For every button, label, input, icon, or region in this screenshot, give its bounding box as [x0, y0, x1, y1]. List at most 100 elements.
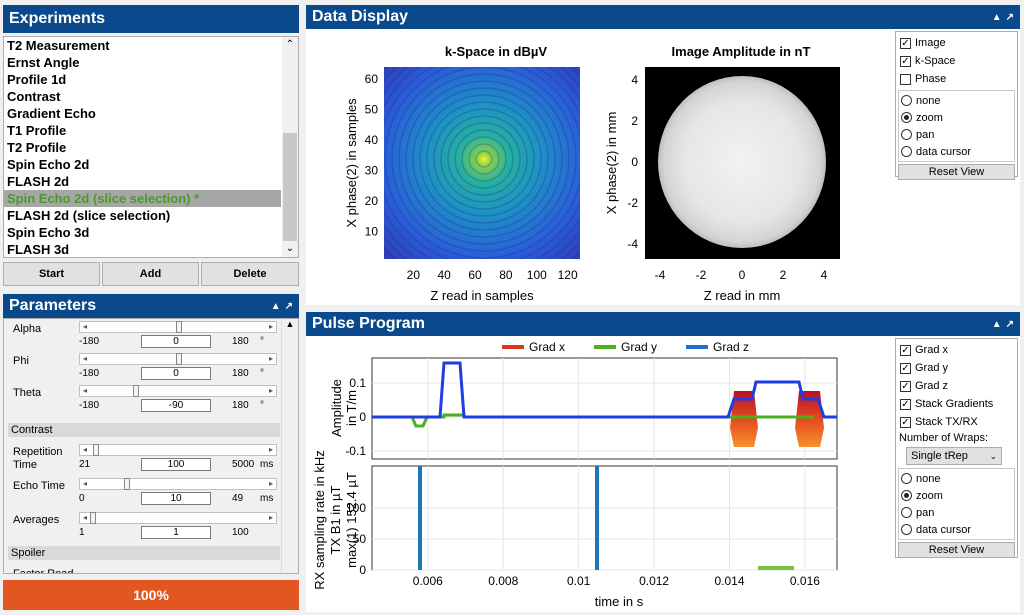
param-value-field[interactable]: 100: [141, 458, 211, 471]
kspace-xtick: 60: [468, 268, 482, 282]
option-checkbox[interactable]: Phase: [898, 70, 1015, 88]
param-value-field[interactable]: 1: [141, 526, 211, 539]
radio-off-icon[interactable]: [901, 507, 912, 518]
experiments-list[interactable]: T2 Measurement Ernst Angle Profile 1d Contr…: [3, 36, 299, 258]
slider-right-icon[interactable]: ▸: [268, 354, 273, 363]
reset-view-button[interactable]: Reset View: [898, 164, 1015, 180]
slider-left-icon[interactable]: ◂: [82, 354, 87, 363]
option-checkbox[interactable]: ✓ Grad x: [898, 341, 1015, 359]
experiment-item[interactable]: Spin Echo 3d: [7, 225, 90, 240]
slider-left-icon[interactable]: ◂: [82, 479, 87, 488]
checked-icon[interactable]: ✓: [900, 37, 911, 49]
rf-ytick: 50: [353, 532, 367, 546]
scrollbar-thumb[interactable]: [283, 133, 297, 241]
image-plot[interactable]: Image Amplitude in nT -4 -2 0 2 4 4 2 0 -2 -4 Z …: [594, 29, 890, 305]
slider-thumb[interactable]: [133, 385, 139, 397]
checked-icon[interactable]: ✓: [900, 362, 911, 374]
undock-icon[interactable]: ↗: [284, 300, 293, 312]
option-radio[interactable]: zoom: [899, 109, 1014, 126]
unchecked-icon[interactable]: [900, 73, 911, 85]
checked-icon[interactable]: ✓: [900, 380, 911, 392]
experiment-item[interactable]: FLASH 2d (slice selection): [7, 208, 171, 223]
scroll-up-icon[interactable]: ▲: [285, 319, 295, 329]
checked-icon[interactable]: ✓: [900, 416, 911, 428]
param-value-field[interactable]: 0: [141, 367, 211, 380]
param-slider[interactable]: ◂ ▸: [79, 385, 277, 397]
checked-icon[interactable]: ✓: [900, 55, 911, 67]
checked-icon[interactable]: ✓: [900, 398, 911, 410]
experiment-item[interactable]: Contrast: [7, 89, 61, 104]
checked-icon[interactable]: ✓: [900, 344, 911, 356]
radio-off-icon[interactable]: [901, 95, 912, 106]
param-slider[interactable]: ◂ ▸: [79, 353, 277, 365]
option-radio[interactable]: zoom: [899, 487, 1014, 504]
slider-right-icon[interactable]: ▸: [268, 322, 273, 331]
start-button[interactable]: Start: [3, 262, 100, 286]
slider-right-icon[interactable]: ▸: [268, 386, 273, 395]
slider-thumb[interactable]: [124, 478, 131, 490]
experiment-item[interactable]: FLASH 3d: [7, 242, 70, 257]
collapse-icon[interactable]: ▲: [991, 11, 1002, 23]
experiment-item[interactable]: Ernst Angle: [7, 55, 80, 70]
delete-button[interactable]: Delete: [201, 262, 299, 286]
option-checkbox[interactable]: ✓ Stack TX/RX: [898, 413, 1015, 431]
option-radio[interactable]: none: [899, 92, 1014, 109]
experiment-item[interactable]: Gradient Echo: [7, 106, 96, 121]
option-checkbox[interactable]: ✓ Grad y: [898, 359, 1015, 377]
radio-on-icon[interactable]: [901, 490, 912, 501]
slider-right-icon[interactable]: ▸: [268, 445, 273, 454]
option-checkbox[interactable]: ✓ Image: [898, 34, 1015, 52]
radio-off-icon[interactable]: [901, 473, 912, 484]
param-slider[interactable]: ◂ ▸: [79, 512, 277, 524]
radio-off-icon[interactable]: [901, 524, 912, 535]
experiment-item[interactable]: T1 Profile: [7, 123, 67, 138]
param-slider[interactable]: ◂ ▸: [79, 321, 277, 333]
experiments-scrollbar[interactable]: ⌃ ⌄: [282, 37, 298, 257]
param-value-field[interactable]: 0: [141, 335, 211, 348]
option-radio[interactable]: data cursor: [899, 143, 1014, 160]
param-value-field[interactable]: -90: [141, 399, 211, 412]
collapse-icon[interactable]: ▲: [270, 300, 281, 312]
option-checkbox[interactable]: ✓ Grad z: [898, 377, 1015, 395]
option-radio[interactable]: data cursor: [899, 521, 1014, 538]
parameters-scrollbar[interactable]: ▲: [281, 319, 298, 573]
slider-thumb[interactable]: [176, 321, 182, 333]
radio-on-icon[interactable]: [901, 112, 912, 123]
param-value-field[interactable]: 10: [141, 492, 211, 505]
undock-icon[interactable]: ↗: [1005, 11, 1014, 23]
kspace-plot[interactable]: k-Space in dBµV 20 40 60 80 100 120 60 50 40 30 2…: [306, 29, 594, 305]
radio-off-icon[interactable]: [901, 146, 912, 157]
slider-thumb[interactable]: [176, 353, 182, 365]
radio-off-icon[interactable]: [901, 129, 912, 140]
pulse-plots[interactable]: Grad x Grad y Grad z 0.1 0 -0.1 Amplitude in…: [306, 336, 891, 612]
option-checkbox[interactable]: ✓ Stack Gradients: [898, 395, 1015, 413]
scroll-up-icon[interactable]: ⌃: [285, 39, 295, 50]
option-checkbox[interactable]: ✓ k-Space: [898, 52, 1015, 70]
slider-right-icon[interactable]: ▸: [268, 479, 273, 488]
slider-thumb[interactable]: [90, 512, 96, 524]
param-slider[interactable]: ◂ ▸: [79, 478, 277, 490]
experiment-item[interactable]: T2 Measurement: [7, 38, 110, 53]
experiment-item[interactable]: FLASH 2d: [7, 174, 70, 189]
reset-view-button[interactable]: Reset View: [898, 542, 1015, 558]
option-radio[interactable]: none: [899, 470, 1014, 487]
undock-icon[interactable]: ↗: [1005, 318, 1014, 330]
param-slider[interactable]: ◂ ▸: [79, 444, 277, 456]
display-options: ✓ Image ✓ k-Space Phase none zoom pan data curs…: [895, 31, 1018, 180]
experiment-item[interactable]: Spin Echo 2d: [7, 157, 90, 172]
wraps-select[interactable]: Single tRep ⌄: [906, 447, 1002, 465]
experiment-item[interactable]: Profile 1d: [7, 72, 67, 87]
slider-left-icon[interactable]: ◂: [82, 322, 87, 331]
option-radio[interactable]: pan: [899, 126, 1014, 143]
collapse-icon[interactable]: ▲: [991, 318, 1002, 330]
scroll-down-icon[interactable]: ⌄: [285, 243, 295, 254]
experiment-item[interactable]: T2 Profile: [7, 140, 67, 155]
slider-right-icon[interactable]: ▸: [268, 513, 273, 522]
slider-left-icon[interactable]: ◂: [82, 513, 87, 522]
slider-left-icon[interactable]: ◂: [82, 445, 87, 454]
experiment-item[interactable]: Spin Echo 2d (slice selection) *: [4, 190, 281, 207]
add-button[interactable]: Add: [102, 262, 199, 286]
slider-thumb[interactable]: [92, 444, 99, 456]
slider-left-icon[interactable]: ◂: [82, 386, 87, 395]
option-radio[interactable]: pan: [899, 504, 1014, 521]
